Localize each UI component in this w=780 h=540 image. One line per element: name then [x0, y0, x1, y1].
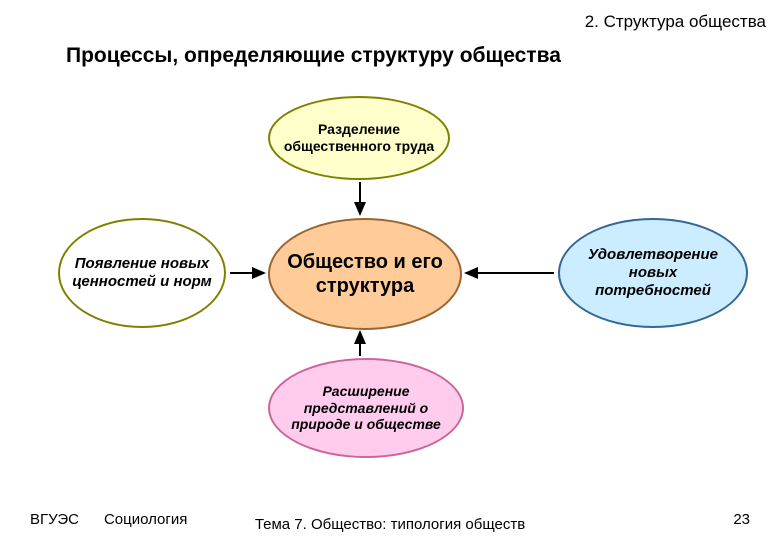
footer-topic: Тема 7. Общество: типология обществ — [255, 516, 525, 534]
page-title: Процессы, определяющие структуру обществ… — [66, 44, 561, 68]
node-top-label: Разделение общественного труда — [270, 115, 448, 161]
node-top: Разделение общественного труда — [268, 96, 450, 180]
node-center: Общество и его структура — [268, 218, 462, 330]
node-bottom-label: Расширение представлений о природе и общ… — [270, 377, 462, 439]
section-header: 2. Структура общества — [585, 12, 766, 32]
node-bottom: Расширение представлений о природе и общ… — [268, 358, 464, 458]
node-right: Удовлетворение новых потребностей — [558, 218, 748, 328]
node-left-label: Появление новых ценностей и норм — [60, 249, 224, 297]
node-center-label: Общество и его структура — [270, 244, 460, 304]
footer-course: Социология — [104, 511, 187, 528]
node-left: Появление новых ценностей и норм — [58, 218, 226, 328]
footer-page: 23 — [733, 511, 750, 528]
footer-org: ВГУЭС — [30, 511, 79, 528]
node-right-label: Удовлетворение новых потребностей — [560, 240, 746, 306]
footer-left: ВГУЭС Социология — [30, 511, 187, 528]
